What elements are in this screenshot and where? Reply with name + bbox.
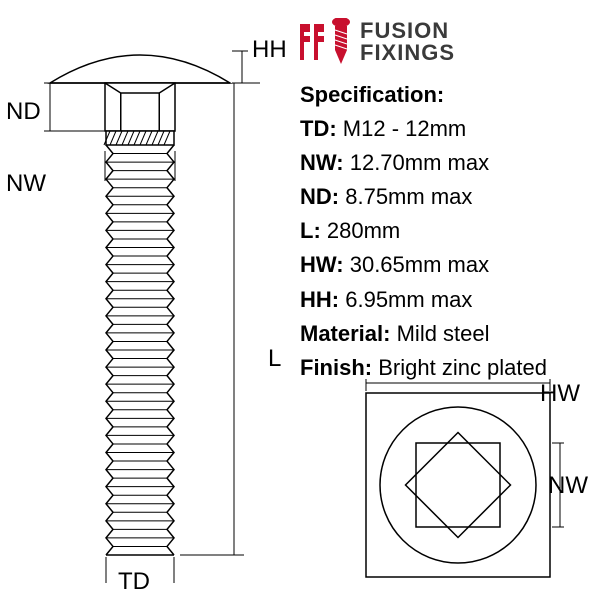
dim-label-nd: ND: [6, 98, 41, 126]
dim-label-td: TD: [118, 568, 150, 596]
dim-label-hw: HW: [540, 380, 580, 408]
dim-label-nw-top: NW: [548, 472, 588, 500]
dim-label-hh: HH: [252, 36, 287, 64]
technical-diagram: [0, 0, 600, 600]
dim-label-l: L: [268, 345, 281, 373]
dim-label-nw: NW: [6, 170, 46, 198]
